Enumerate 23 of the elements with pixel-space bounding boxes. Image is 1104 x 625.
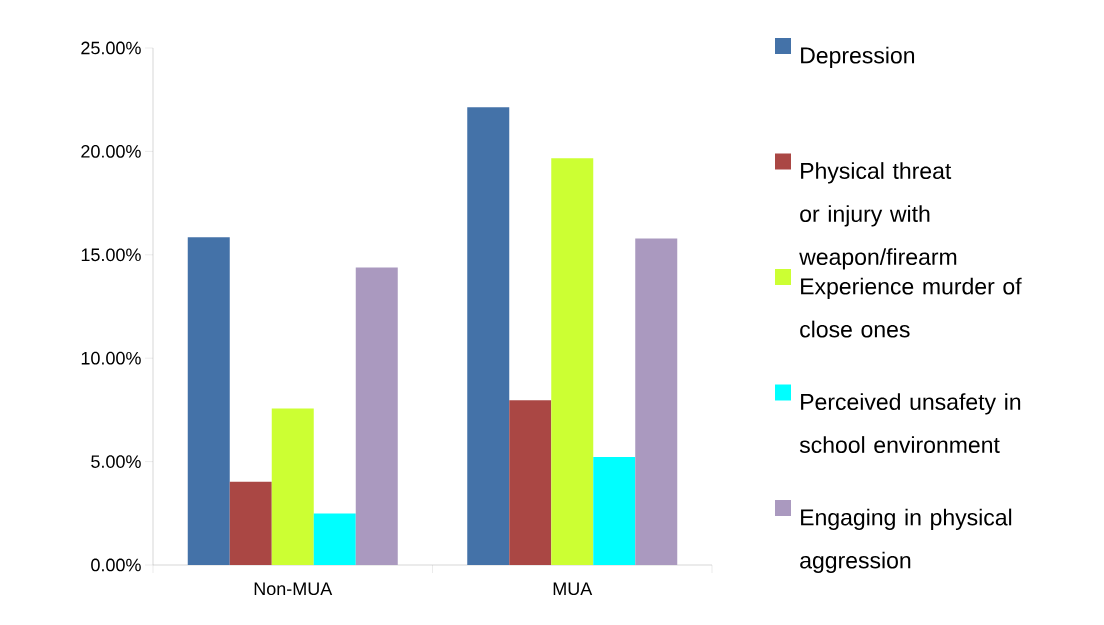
y-tick-label: 25.00% [81,41,141,55]
y-tick-label: 0.00% [91,558,141,572]
bar [467,107,510,565]
y-tick-label: 20.00% [81,145,141,158]
bar [635,238,678,565]
y-tick-label: 15.00% [81,248,141,262]
legend-label: Engaging in physical aggression [800,508,1012,574]
bar [509,400,552,565]
y-tick-label: 5.00% [91,455,141,468]
bar [355,267,398,565]
bar [313,513,356,565]
bar [551,158,594,565]
bar [271,408,314,565]
bar [593,457,636,565]
bar [229,481,272,565]
legend-label: Physical threat or injury with weapon/firearm [799,162,957,270]
x-tick-label: Non-MUA [254,582,333,596]
legend-label: Perceived unsafety in school environment [799,393,1021,454]
legend-label: Experience murder of close ones [800,277,1022,338]
x-tick-label: MUA [553,582,593,596]
legend-label: Depression [801,46,915,69]
bar [187,237,230,565]
y-tick-label: 10.00% [81,351,141,365]
